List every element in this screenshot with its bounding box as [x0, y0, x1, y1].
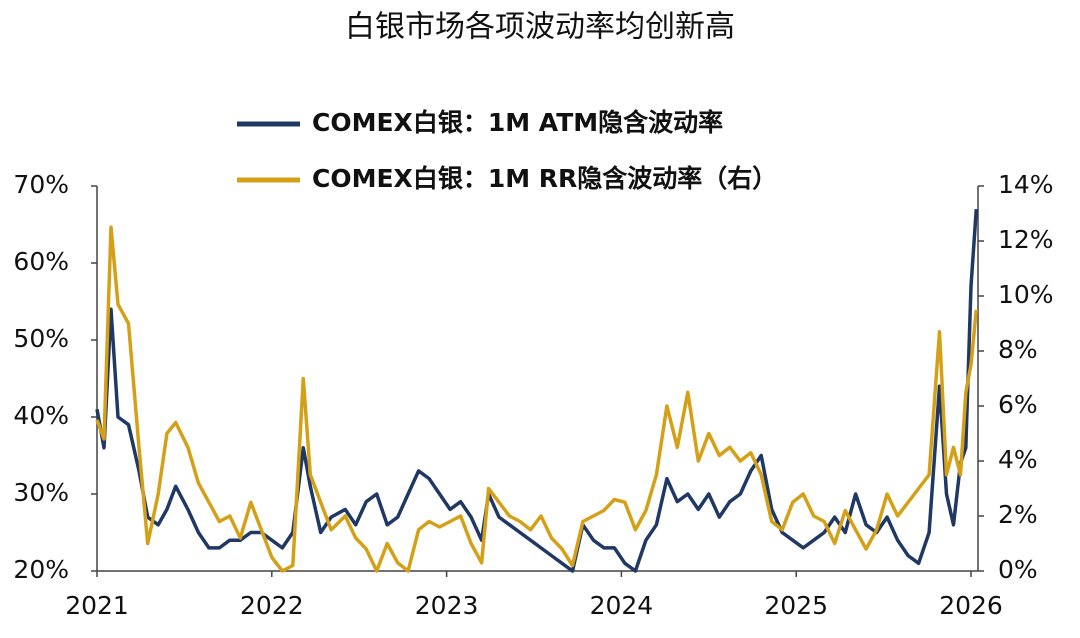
chart-title: 白银市场各项波动率均创新高 — [345, 10, 735, 45]
y2-tick-label: 14% — [998, 170, 1054, 199]
x-tick-label: 2022 — [240, 591, 304, 620]
x-tick-label: 2024 — [590, 591, 654, 620]
y2-tick-label: 6% — [998, 390, 1038, 419]
y2-tick-label: 0% — [998, 555, 1038, 584]
y-tick-label: 20% — [13, 555, 69, 584]
y2-tick-label: 8% — [998, 335, 1038, 364]
series-line — [95, 225, 979, 573]
y2-tick-label: 4% — [998, 445, 1038, 474]
legend-label: COMEX白银：1M RR隐含波动率（右） — [312, 164, 777, 193]
x-tick-label: 2021 — [65, 591, 129, 620]
legend-label: COMEX白银：1M ATM隐含波动率 — [312, 108, 723, 137]
y-tick-label: 70% — [13, 170, 69, 199]
y-tick-label: 40% — [13, 401, 69, 430]
x-tick-label: 2023 — [415, 591, 479, 620]
y2-tick-label: 12% — [998, 225, 1054, 254]
x-tick-label: 2026 — [939, 591, 1003, 620]
y2-tick-label: 10% — [998, 280, 1054, 309]
y-tick-label: 30% — [13, 478, 69, 507]
y-tick-label: 50% — [13, 324, 69, 353]
x-tick-label: 2025 — [764, 591, 828, 620]
y2-tick-label: 2% — [998, 500, 1038, 529]
y-tick-label: 60% — [13, 247, 69, 276]
